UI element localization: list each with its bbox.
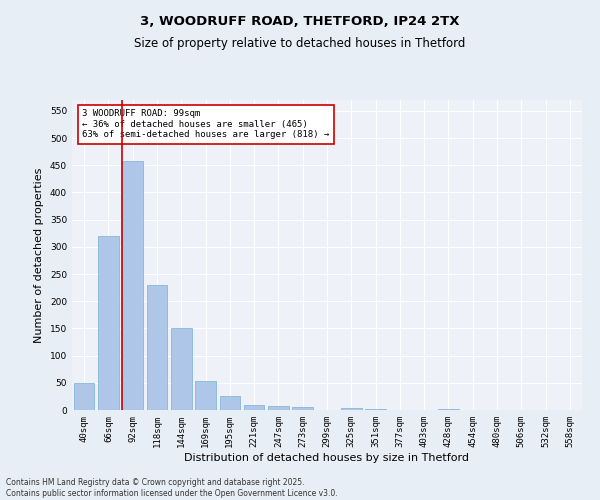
Bar	[195, 381, 216, 410]
Bar	[268, 406, 289, 410]
Text: 3 WOODRUFF ROAD: 99sqm
← 36% of detached houses are smaller (465)
63% of semi-de: 3 WOODRUFF ROAD: 99sqm ← 36% of detached…	[82, 110, 329, 139]
X-axis label: Distribution of detached houses by size in Thetford: Distribution of detached houses by size …	[185, 452, 470, 462]
Bar	[146, 285, 167, 410]
Bar	[98, 236, 119, 410]
Bar	[292, 406, 313, 410]
Bar	[244, 405, 265, 410]
Text: Size of property relative to detached houses in Thetford: Size of property relative to detached ho…	[134, 38, 466, 51]
Bar	[122, 162, 143, 410]
Text: 3, WOODRUFF ROAD, THETFORD, IP24 2TX: 3, WOODRUFF ROAD, THETFORD, IP24 2TX	[140, 15, 460, 28]
Bar	[74, 383, 94, 410]
Y-axis label: Number of detached properties: Number of detached properties	[34, 168, 44, 342]
Text: Contains HM Land Registry data © Crown copyright and database right 2025.
Contai: Contains HM Land Registry data © Crown c…	[6, 478, 338, 498]
Bar	[220, 396, 240, 410]
Bar	[341, 408, 362, 410]
Bar	[171, 328, 191, 410]
